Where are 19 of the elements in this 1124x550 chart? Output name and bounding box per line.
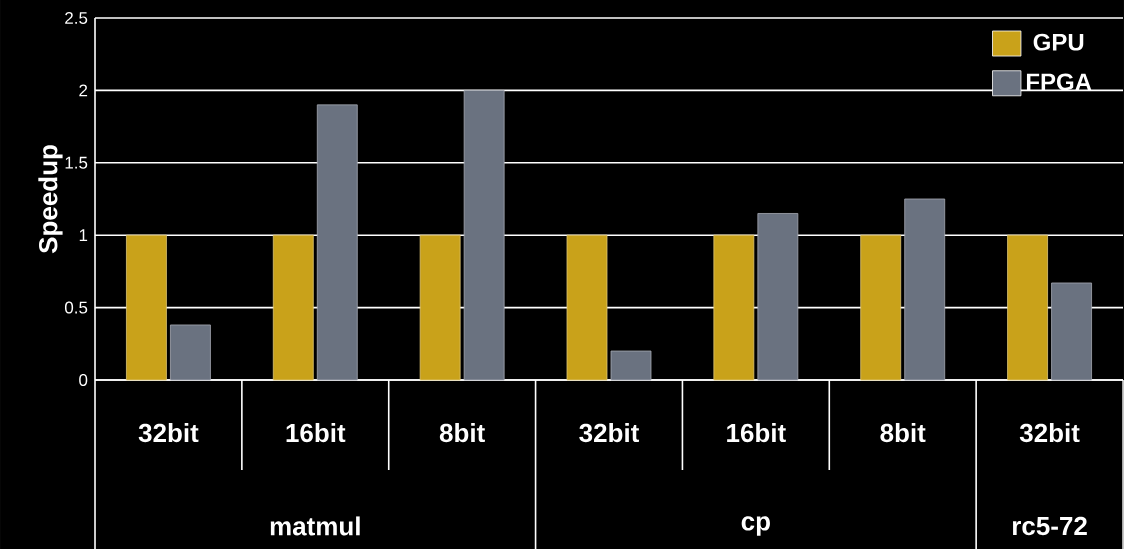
y-axis-title: Speedup bbox=[38, 145, 63, 254]
x-tick-label: 32bit bbox=[138, 423, 199, 443]
x-tick-label: 8bit bbox=[880, 423, 926, 443]
text: rc5-72 bbox=[1012, 516, 1087, 536]
x-tick-label: 32bit bbox=[579, 423, 640, 443]
text: cp bbox=[741, 516, 770, 536]
x-tick-label: 16bit bbox=[727, 423, 786, 443]
text: matmul bbox=[270, 516, 360, 536]
y-tick-label: 1 bbox=[79, 229, 88, 242]
legend-label: FPGA bbox=[1026, 73, 1092, 91]
legend-label: GPU bbox=[1033, 33, 1084, 51]
x-tick-label: 32bit bbox=[1019, 423, 1080, 443]
y-tick-label: 1.5 bbox=[65, 156, 88, 169]
y-tick-label: 2 bbox=[79, 84, 88, 97]
x-tick-label: 16bit bbox=[286, 423, 346, 443]
y-tick-label: 2.5 bbox=[65, 12, 88, 25]
x-tick-label: 8bit bbox=[439, 423, 485, 443]
y-tick-label: 0 bbox=[79, 374, 88, 387]
y-tick-label: 0.5 bbox=[64, 301, 88, 314]
